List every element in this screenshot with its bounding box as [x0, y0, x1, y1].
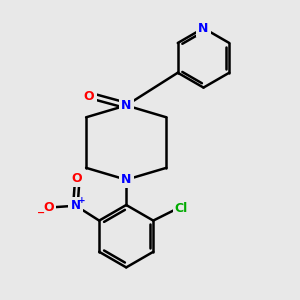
Text: O: O: [84, 90, 94, 103]
Text: N: N: [121, 173, 131, 186]
Text: N: N: [198, 22, 209, 34]
Text: N: N: [70, 199, 80, 212]
Text: O: O: [44, 201, 54, 214]
Text: N: N: [121, 99, 131, 112]
Text: +: +: [78, 196, 86, 205]
Text: Cl: Cl: [175, 202, 188, 215]
Text: −: −: [37, 208, 45, 218]
Text: O: O: [72, 172, 82, 185]
